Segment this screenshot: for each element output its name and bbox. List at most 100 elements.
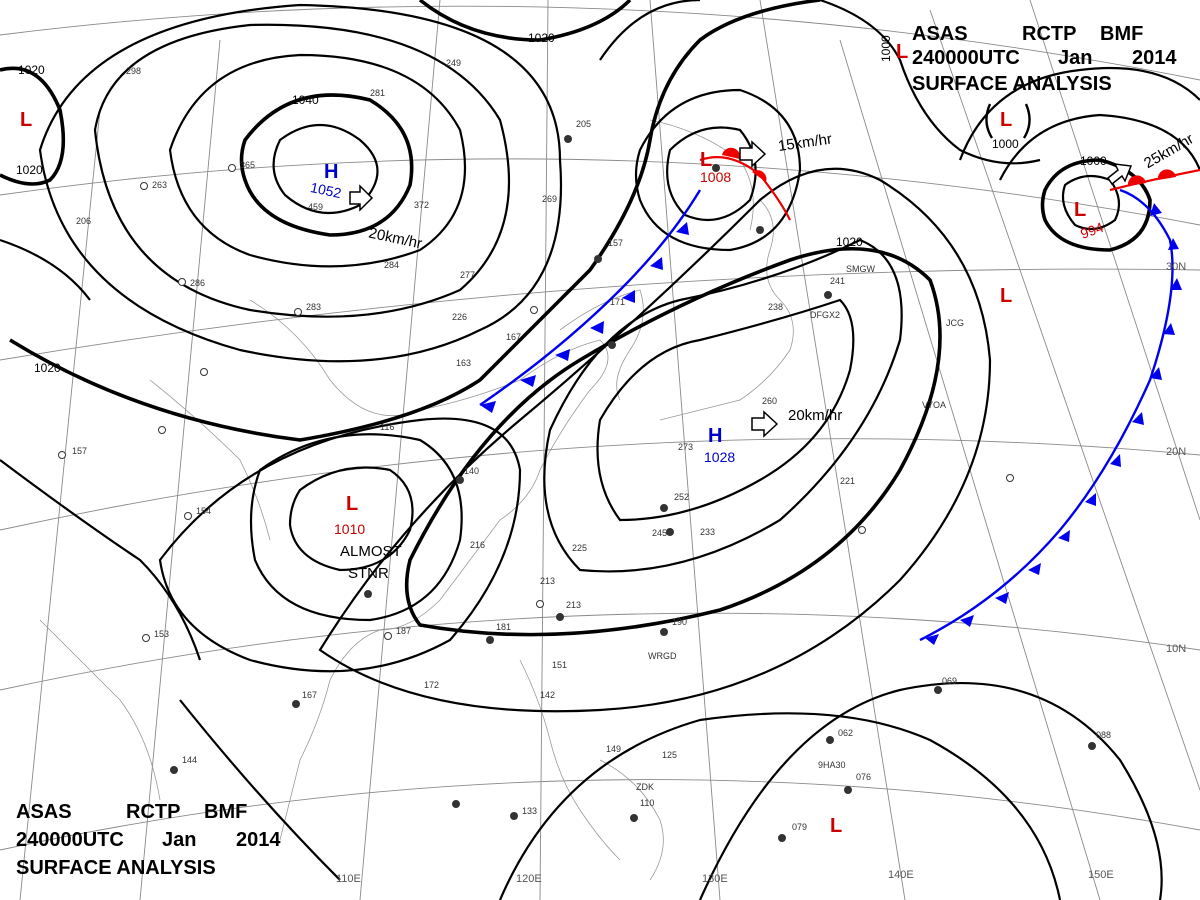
isobar-1012-south <box>698 681 1163 900</box>
header-bottom-line1-b: RCTP <box>126 801 180 823</box>
lat-label: 30N <box>1166 261 1186 273</box>
isobar-1040 <box>239 93 414 237</box>
low-south-china: L 1010 ALMOST STNR <box>334 493 402 582</box>
low-inset-letter: L <box>1000 109 1012 131</box>
station-number: 157 <box>608 238 623 248</box>
header-top-line3: SURFACE ANALYSIS <box>912 73 1112 95</box>
station-number: 167 <box>302 690 317 700</box>
isobar-1020-main <box>9 0 821 442</box>
station-number: 149 <box>606 744 621 754</box>
station-number: 241 <box>830 276 845 286</box>
station-number: 069 <box>942 676 957 686</box>
station-number: 459 <box>308 202 323 212</box>
isobar-hokkaido-low <box>666 126 757 222</box>
high-siberia-pressure: 1052 <box>309 179 343 201</box>
header-bottom-line2-c: 2014 <box>236 829 281 851</box>
isobar-1032-siberia <box>168 53 467 268</box>
station-number: 298 <box>126 66 141 76</box>
isobar-labels: 1020 1020 1020 1020 1040 1020 1000 1000 <box>16 31 1107 375</box>
station-number: 181 <box>496 622 511 632</box>
station-number: 286 <box>190 278 205 288</box>
low-hokkaido-letter: L <box>700 149 712 171</box>
station-number: 153 <box>154 629 169 639</box>
low-south-pacific-letter: L <box>830 815 842 837</box>
isobar-pacific-low-inner <box>1061 174 1121 231</box>
station-number: 190 <box>672 617 687 627</box>
isobar-west-low <box>0 66 66 186</box>
isobar-1020-ecs <box>404 246 942 637</box>
graticule-labels: 110E 120E 130E 140E 150E 30N 20N 10N <box>336 261 1186 885</box>
station-number: 062 <box>838 728 853 738</box>
high-ecs-pressure: 1028 <box>704 449 735 465</box>
station-number: 372 <box>414 200 429 210</box>
station-code: WRGD <box>648 651 677 661</box>
station-number: 125 <box>662 750 677 760</box>
station-number: 365 <box>240 160 255 170</box>
lon-label: 110E <box>336 873 361 885</box>
isobar-1016-outer <box>249 433 463 622</box>
high-siberia-letter: H <box>324 161 338 183</box>
high-siberia: H 1052 20km/hr <box>309 161 424 252</box>
isobar-1028-siberia <box>93 23 511 318</box>
station-codes: SMGW DFGX2 JCG V7OA WRGD 9HA30 ZDK <box>636 264 964 792</box>
station-number: 187 <box>396 626 411 636</box>
station-number: 216 <box>470 540 485 550</box>
lon-label: 120E <box>516 873 542 885</box>
station-code: 9HA30 <box>818 760 846 770</box>
high-east-china-sea: H 1028 20km/hr <box>704 407 842 465</box>
meridians <box>19 0 1200 900</box>
isobar-1016-low-sc <box>288 466 414 572</box>
isobar-label: 1020 <box>16 163 43 177</box>
low-central-pacific-letter: L <box>1000 285 1012 307</box>
isobar-1008-south <box>498 712 1062 900</box>
isobar-1028-ecs <box>596 298 855 522</box>
station-number: 238 <box>768 302 783 312</box>
header-bottom-line1-c: BMF <box>204 801 247 823</box>
header-top-line2-c: 2014 <box>1132 47 1177 69</box>
isobar-pacific-outer3 <box>819 0 1041 165</box>
station-number: 245 <box>652 528 667 538</box>
station-number: 233 <box>700 527 715 537</box>
station-number: 277 <box>460 270 475 280</box>
isobar-hokkaido-outer <box>634 88 802 252</box>
low-corner-letter: L <box>896 41 908 63</box>
isobar-1000-pacific <box>1040 158 1152 252</box>
high-siberia-motion: 20km/hr <box>367 225 424 253</box>
high-ecs-motion: 20km/hr <box>788 407 842 424</box>
isobar-west-1024 <box>0 238 91 301</box>
low-sc-pressure: 1010 <box>334 521 365 537</box>
isobar-1020-north <box>418 0 632 42</box>
station-number: 142 <box>540 690 555 700</box>
motion-arrows <box>349 140 1133 438</box>
isobar-1012-outer <box>179 699 341 881</box>
isobar-japan-sea <box>599 0 701 61</box>
header-top-line2-a: 240000UTC <box>912 47 1020 69</box>
station-number: 154 <box>196 506 211 516</box>
isobar-pacific-outer <box>999 113 1200 181</box>
station-number: 157 <box>72 446 87 456</box>
header-top-line1-c: BMF <box>1100 23 1143 45</box>
station-number: 110 <box>640 798 654 808</box>
station-numbers: 298 249 281 205 157 171 167 163 226 277 … <box>72 58 1111 832</box>
isobar-1024-siberia <box>38 3 562 363</box>
lat-label: 20N <box>1166 446 1186 458</box>
isobar-1016-ecs <box>318 167 992 713</box>
low-inset-pressure: 1000 <box>992 137 1019 151</box>
lon-label: 140E <box>888 869 914 881</box>
warm-front-hokkaido <box>699 147 791 221</box>
station-number: 076 <box>856 772 871 782</box>
station-number: 249 <box>446 58 461 68</box>
isobar-label: 1000 <box>879 35 893 62</box>
station-number: 263 <box>152 180 167 190</box>
station-number: 226 <box>452 312 467 322</box>
warm-front-pacific <box>1109 168 1200 192</box>
station-number: 140 <box>464 466 479 476</box>
station-code: V7OA <box>922 400 946 410</box>
isobar-label: 1020 <box>528 31 555 45</box>
other-lows: L L L L <box>20 41 1012 837</box>
station-marks <box>58 135 1096 842</box>
station-number: 273 <box>678 442 693 452</box>
low-hokkaido-motion: 15km/hr <box>777 131 833 155</box>
station-number: 252 <box>674 492 689 502</box>
isobar-pacific-outer2 <box>958 66 1200 161</box>
